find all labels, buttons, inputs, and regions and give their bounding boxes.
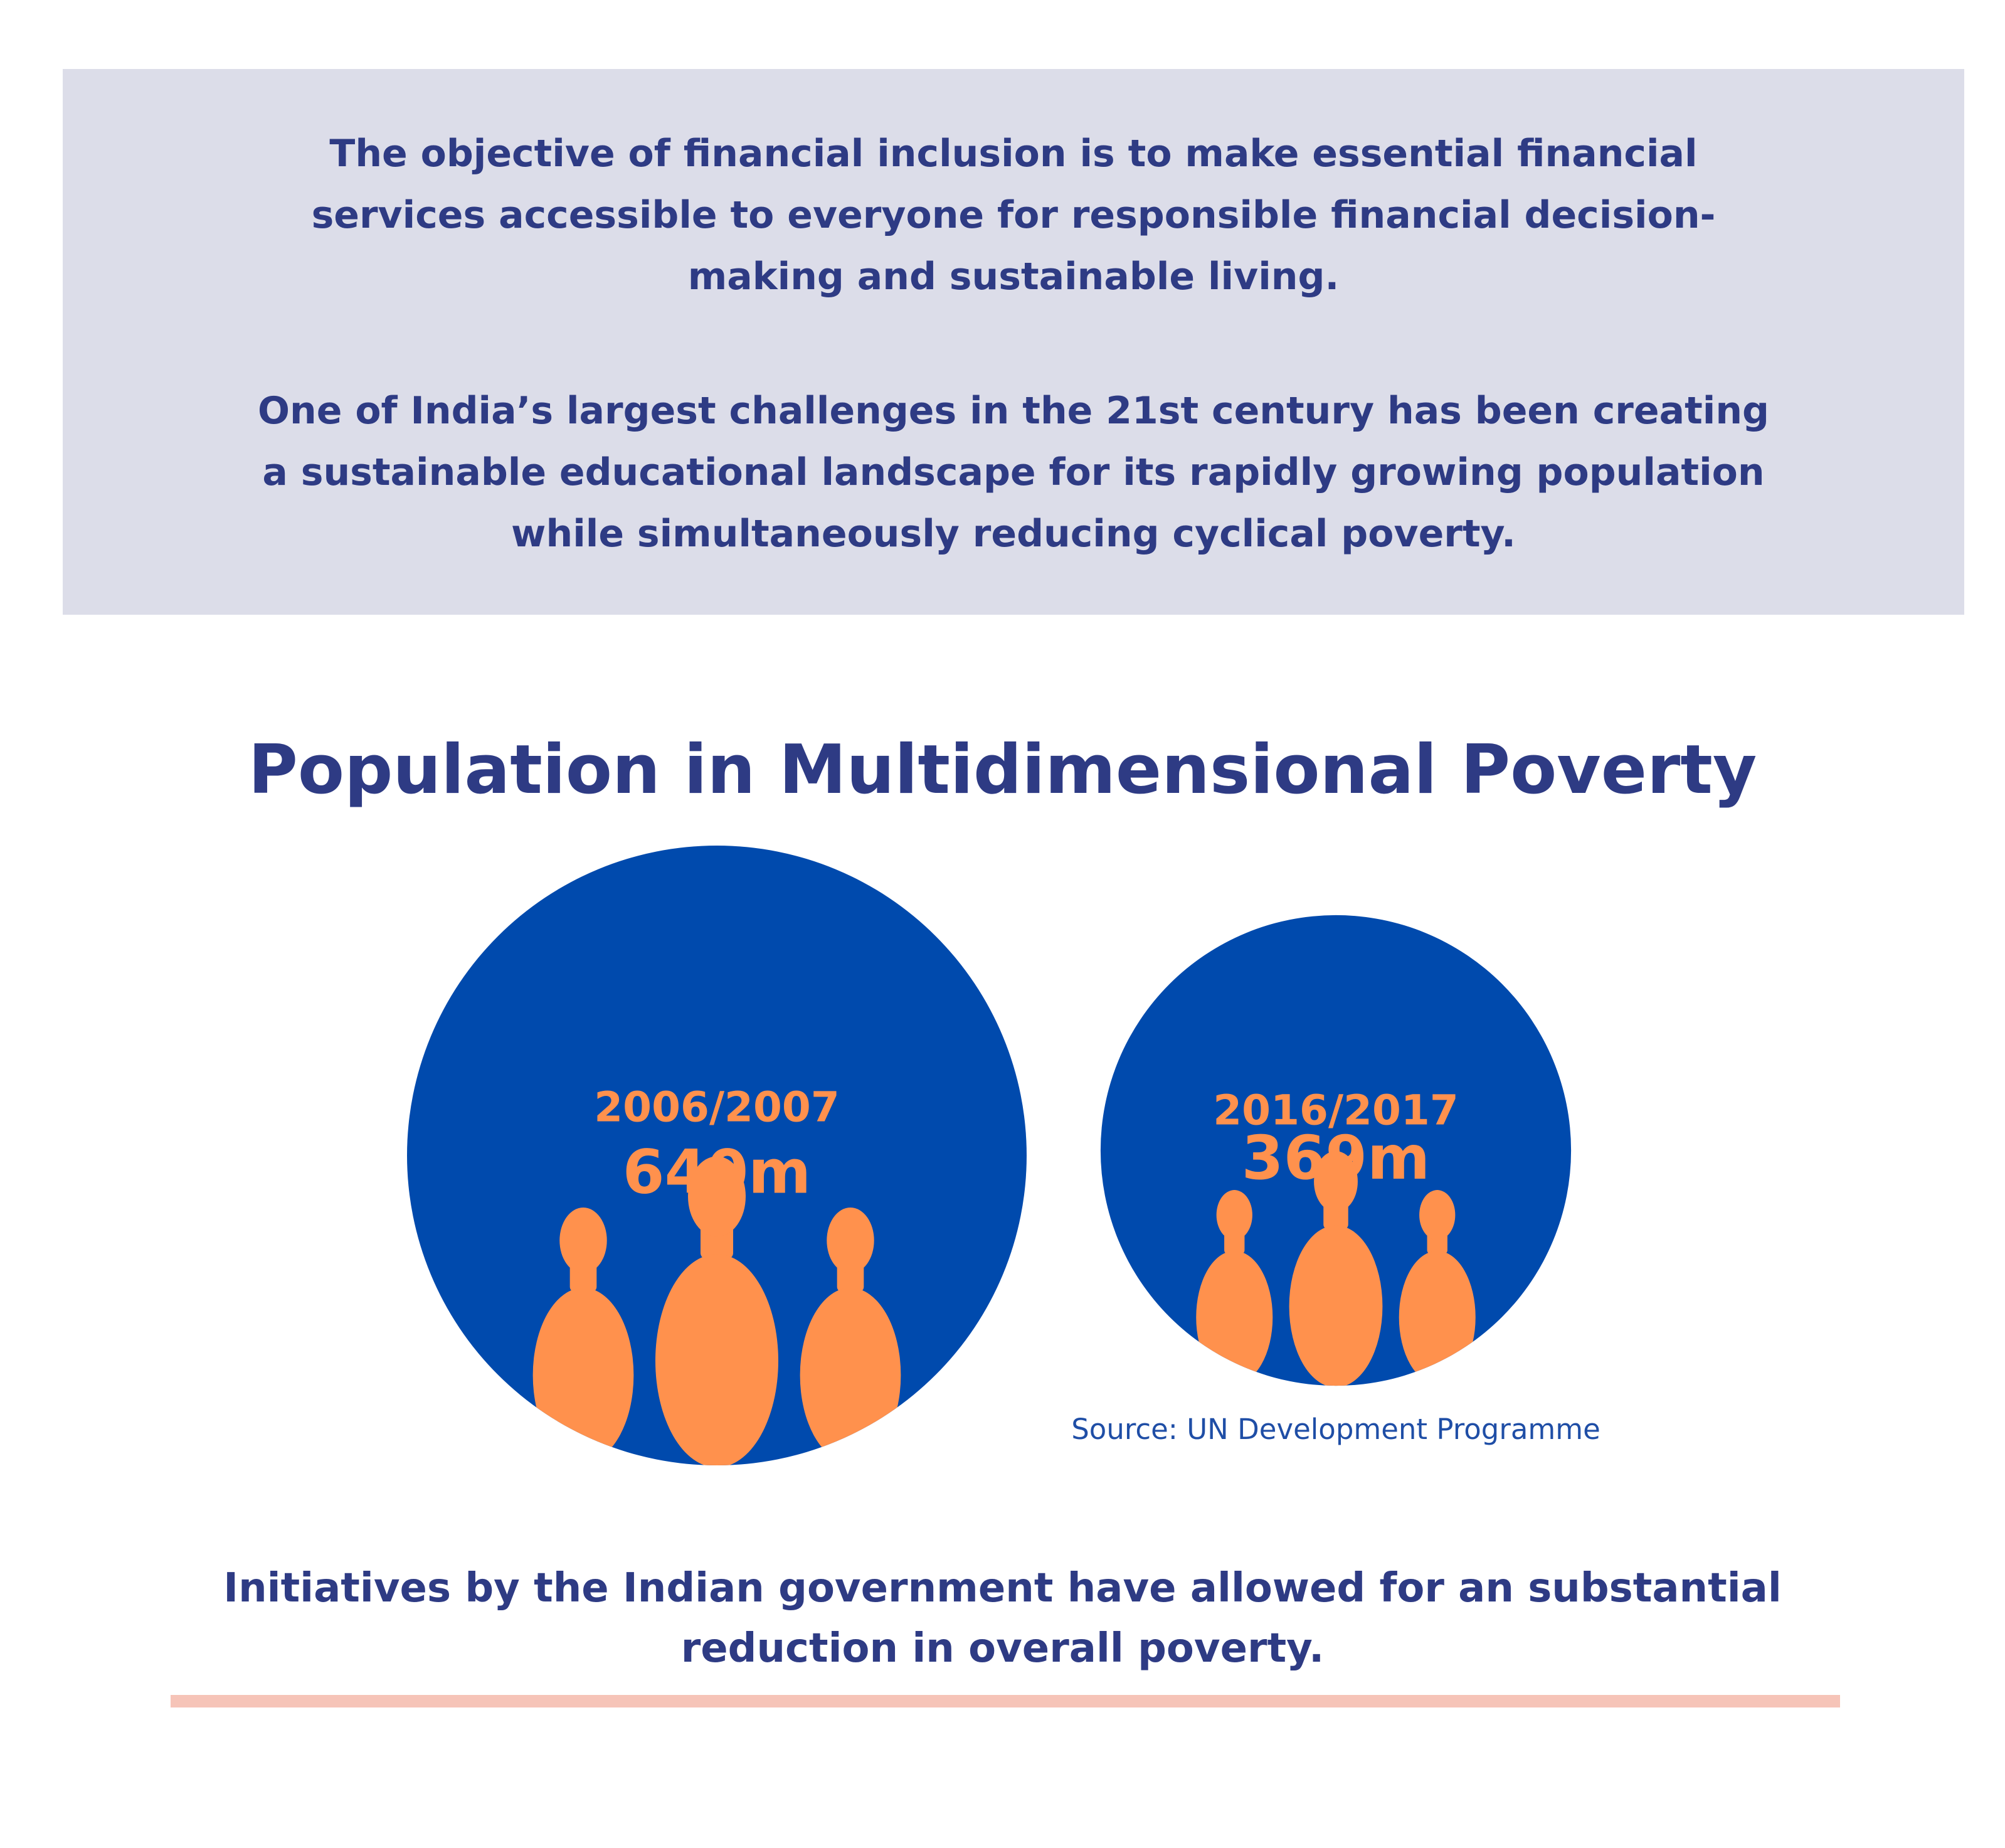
bubble-period-label: 2016/2017 (1213, 1086, 1459, 1135)
person-right-icon (800, 1208, 901, 1463)
person-center-icon (655, 1156, 778, 1465)
people-group-icon (1196, 1151, 1476, 1386)
divider-bar (171, 1695, 1840, 1707)
chart-title: Population in Multidimensional Poverty (248, 731, 1757, 809)
intro-paragraph-challenges: One of India’s largest challenges in the… (258, 389, 1769, 556)
bubble-0: 2006/2007640m (407, 846, 1027, 1465)
intro-paragraph-objective: The objective of financial inclusion is … (311, 132, 1716, 299)
intro-panel: The objective of financial inclusion is … (63, 69, 1964, 615)
conclusion-text: Initiatives by the Indian government hav… (223, 1565, 1782, 1672)
person-right-icon (1399, 1190, 1476, 1384)
person-left-icon (1196, 1190, 1273, 1384)
chart-source: Source: UN Development Programme (1071, 1413, 1600, 1446)
bubble-period-label: 2006/2007 (594, 1083, 840, 1132)
bubble-1: 2016/2017369m (1100, 915, 1572, 1386)
person-center-icon (1289, 1151, 1383, 1386)
person-left-icon (532, 1208, 634, 1463)
people-group-icon (532, 1156, 901, 1465)
